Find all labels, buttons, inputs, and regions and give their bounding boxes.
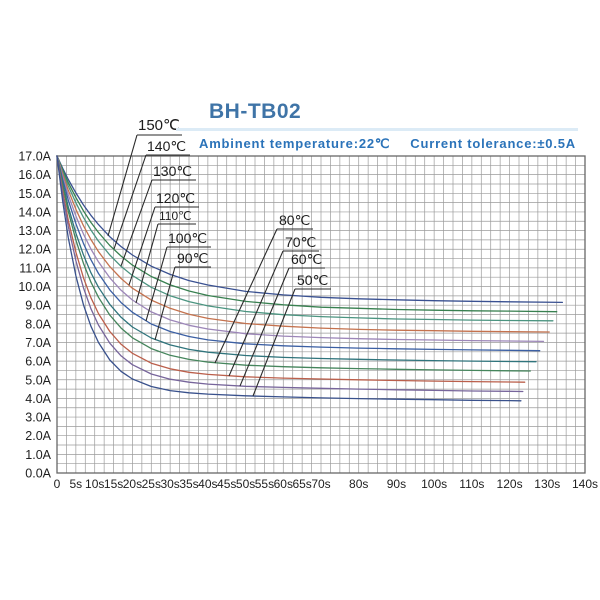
curve-150c [56,155,564,304]
x-axis-tick-label: 30s [160,477,179,491]
y-axis-tick-label: 13.0A [18,224,51,238]
y-axis-tick-label: 17.0A [18,150,51,164]
callout-leader-line [113,154,147,250]
x-axis-tick-label: 15s [104,477,123,491]
curve-50c [56,155,522,402]
y-axis-tick-label: 4.0A [25,392,51,406]
callout-leader-line [145,246,168,322]
x-axis-tick-label: 130s [534,477,560,491]
callout-label-120c: 120℃ [156,190,195,206]
y-axis-tick-label: 14.0A [18,205,51,219]
y-axis-tick-label: 9.0A [25,299,51,313]
callout-label-140c: 140℃ [147,138,186,154]
x-axis-tick-label: 35s [179,477,198,491]
y-axis-tick-label: 16.0A [18,168,51,182]
callout-leader-line [228,250,284,377]
x-axis-tick-label: 5s [70,477,83,491]
y-axis-tick-label: 3.0A [25,411,51,425]
callout-label-100c: 100℃ [168,230,207,246]
subtitle-current-tolerance: Current tolerance:±0.5A [410,136,576,151]
x-axis-tick-label: 120s [497,477,523,491]
y-axis-tick-label: 8.0A [25,317,51,331]
y-axis-tick-label: 1.0A [25,448,51,462]
curve-110c [56,155,545,343]
x-axis-tick-label: 80s [349,477,368,491]
callout-label-90c: 90℃ [177,250,208,266]
x-axis-tick-label: 110s [459,477,484,491]
y-axis-tick-label: 11.0A [19,261,51,275]
y-axis-tick-label: 10.0A [18,280,51,294]
curve-90c [56,155,537,363]
x-axis-tick-label: 40s [198,477,217,491]
callout-label-70c: 70℃ [285,234,316,250]
plot-border [56,155,586,474]
curve-120c [56,155,550,333]
y-axis-tick-label: 7.0A [25,336,51,350]
x-axis-tick-label: 90s [387,477,406,491]
x-axis-tick-label: 0 [54,477,61,491]
callout-label-150c: 150℃ [138,117,180,134]
curve-60c [56,155,524,393]
y-axis-tick-label: 5.0A [25,373,51,387]
x-axis-tick-label: 25s [142,477,161,491]
callout-label-60c: 60℃ [291,251,322,267]
x-axis-tick-label: 10s [85,477,104,491]
x-axis-tick-label: 50s [236,477,255,491]
x-axis-tick-label: 55s [255,477,274,491]
x-axis-tick-label: 20s [123,477,142,491]
callout-leader-line [154,266,176,341]
y-axis-tick-label: 15.0A [18,187,51,201]
callout-leader-line [128,206,156,286]
subtitle-accent-band [176,128,578,131]
callout-leader-line [135,223,159,304]
chart-title: BH-TB02 [209,100,302,123]
curve-100c [56,155,541,352]
curve-130c [56,155,554,322]
x-axis-tick-label: 45s [217,477,236,491]
x-axis-tick-label: 140s [572,477,598,491]
y-axis-tick-label: 6.0A [25,355,51,369]
x-axis-tick-label: 60s [274,477,293,491]
subtitle-ambient-temperature: Ambinent temperature:22℃ [199,136,391,151]
callout-leader-line [107,134,138,237]
x-axis-tick-label: 70s [311,477,330,491]
callout-label-130c: 130℃ [153,163,192,179]
x-axis-tick-label: 65s [292,477,311,491]
y-axis-tick-label: 0.0A [25,467,51,481]
y-axis-tick-label: 2.0A [25,429,51,443]
callout-leader-line [239,267,290,387]
chart-subtitle: Ambinent temperature:22℃ Current toleran… [199,136,576,152]
x-axis-tick-label: 100s [421,477,447,491]
curve-70c [56,155,526,383]
callout-label-80c: 80℃ [279,212,310,228]
callout-leader-line [252,288,296,397]
callout-label-110c: 110℃ [159,209,192,223]
curve-80c [56,155,531,372]
callout-leader-line [120,179,153,267]
y-axis-tick-label: 12.0A [18,243,51,257]
callout-label-50c: 50℃ [297,272,328,288]
callout-leader-line [214,228,278,364]
